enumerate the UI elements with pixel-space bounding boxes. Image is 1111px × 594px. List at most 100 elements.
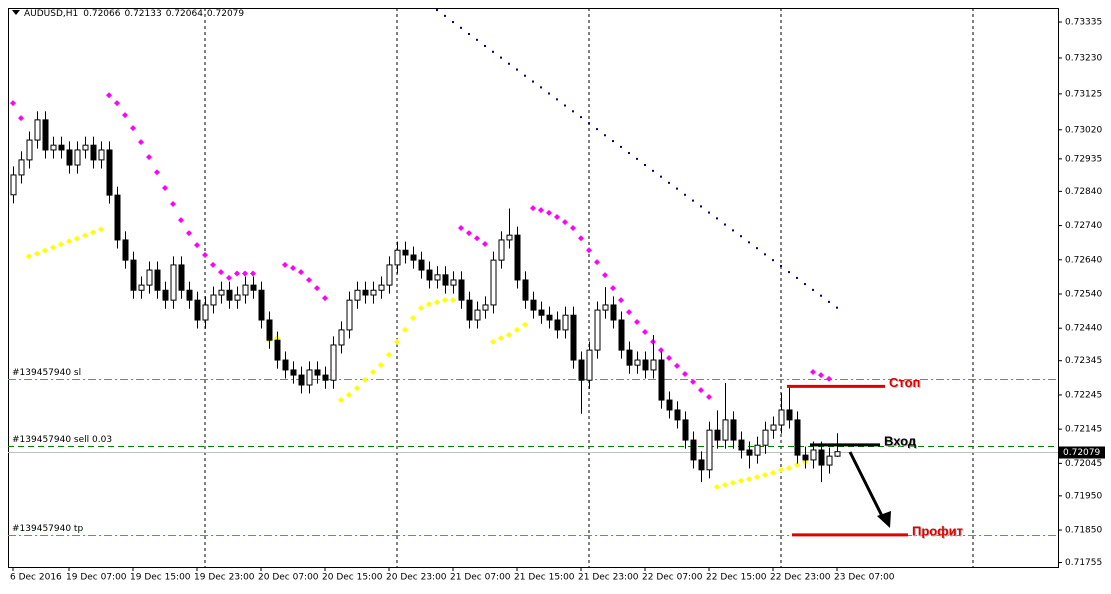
indicator-dot	[460, 26, 462, 29]
marks: 0.73335 0.73230 0.73125 0.73020 0.72935 0.728…	[8, 9, 1105, 583]
high-value: 0.72133	[124, 9, 161, 19]
indicator-dot	[466, 230, 472, 237]
candle-body	[642, 359, 649, 371]
candle-body	[610, 304, 617, 321]
indicator-dot	[98, 226, 104, 233]
candle-body	[330, 344, 337, 381]
indicator-dot	[516, 68, 518, 71]
indicator-dot	[572, 110, 574, 113]
open-value: 0.72066	[83, 9, 120, 19]
indicator-dot	[354, 385, 360, 392]
indicator-dot	[394, 338, 400, 345]
candle-body	[466, 299, 473, 321]
candle-body	[450, 279, 457, 286]
annotation-label: Стоп	[889, 375, 920, 390]
indicator-dot	[474, 235, 480, 242]
indicator-dot	[482, 241, 488, 248]
candle-body	[682, 419, 689, 441]
candle-body	[106, 149, 113, 196]
x-tick-label: 22 Dec 07:00	[642, 573, 703, 583]
candle-body	[714, 429, 721, 441]
candle-body	[498, 239, 505, 261]
candle-body	[602, 304, 609, 311]
indicator-dot	[580, 116, 582, 119]
indicator-dot	[620, 145, 622, 148]
indicator-dot	[522, 321, 528, 328]
chart-header: AUDUSD,H1 0.72066 0.72133 0.72064 0.72079	[24, 9, 244, 19]
current-price-box	[1059, 446, 1105, 459]
order-level-label: #139457940 tp	[12, 524, 83, 534]
candle-body	[370, 289, 377, 296]
indicator-dot	[250, 270, 256, 277]
candle-body	[250, 284, 257, 291]
indicator-dot	[82, 232, 88, 239]
candle-body	[146, 269, 153, 286]
candle-body	[522, 279, 529, 301]
y-tick-label: 0.72935	[1065, 154, 1102, 164]
indicator-dot	[724, 223, 726, 226]
indicator-dot	[322, 295, 328, 302]
chart-title: AUDUSD,H1	[24, 9, 78, 19]
candle-body	[538, 309, 545, 316]
x-tick-label: 6 Dec 2016	[10, 573, 62, 583]
indicator-dot	[732, 229, 734, 232]
indicator-dot	[754, 474, 760, 481]
indicator-dot	[786, 465, 792, 472]
x-tick-label: 21 Dec 15:00	[514, 573, 575, 583]
indicator-dot	[290, 265, 296, 271]
candle-body	[202, 304, 209, 321]
indicator-dot	[618, 297, 624, 304]
candle-body	[170, 264, 177, 301]
candle-body	[226, 289, 233, 301]
indicator-dot	[596, 128, 598, 131]
indicator-dot	[682, 371, 688, 378]
candle-body	[738, 439, 745, 451]
candle-body	[258, 289, 265, 321]
indicator-dot	[796, 276, 798, 279]
indicator-dot	[706, 393, 712, 400]
indicator-dot	[756, 247, 758, 250]
indicator-dot	[700, 205, 702, 208]
indicator-dot	[730, 479, 736, 486]
indicator-dot	[828, 300, 830, 303]
x-tick-label: 22 Dec 23:00	[770, 573, 831, 583]
indicator-dot	[524, 74, 526, 77]
indicator-dot	[562, 219, 568, 226]
candle-body	[530, 299, 537, 311]
candle-body	[338, 329, 345, 346]
indicator-dot	[676, 187, 678, 190]
candle-body	[90, 144, 97, 161]
indicator-dot	[594, 259, 600, 266]
x-tick-label: 23 Dec 07:00	[834, 573, 895, 583]
candle-body	[346, 299, 353, 331]
candle-body	[58, 144, 65, 151]
candle-body	[402, 249, 409, 256]
indicator-dot	[722, 481, 728, 488]
candle-body	[306, 369, 313, 386]
indicator-dot	[780, 264, 782, 267]
candle-body	[554, 319, 561, 331]
indicator-dot	[50, 244, 56, 251]
candle-body	[42, 119, 49, 151]
indicator-dot	[578, 235, 584, 242]
candle-body	[386, 264, 393, 286]
indicator-dot	[610, 285, 616, 292]
indicator-dot	[434, 299, 440, 306]
indicator-dot	[836, 306, 838, 309]
candle-body	[794, 419, 801, 456]
indicator-dot	[820, 294, 822, 297]
indicator-dot	[660, 175, 662, 178]
indicator-dot	[370, 369, 376, 375]
annotation-shadow: Стоп	[890, 376, 921, 391]
candle-body	[770, 424, 777, 431]
indicator-dot	[410, 314, 416, 321]
candle-body	[322, 374, 329, 381]
candle-body	[74, 149, 81, 166]
indicator-dot	[642, 328, 648, 335]
y-tick-label: 0.72045	[1065, 459, 1102, 469]
candle-body	[66, 149, 73, 166]
indicator-dot	[468, 33, 470, 35]
y-tick-label: 0.73335	[1065, 18, 1102, 28]
candle-body	[474, 309, 481, 321]
